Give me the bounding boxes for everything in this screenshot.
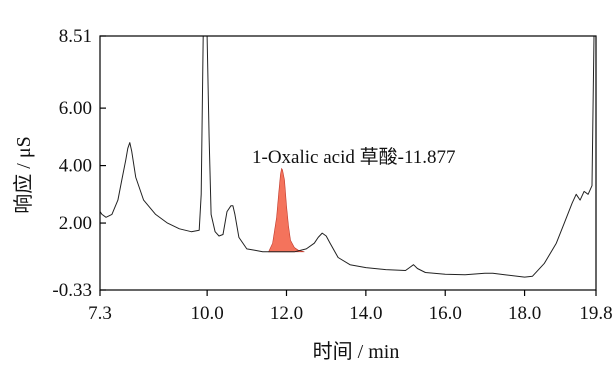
y-tick-label: 8.51 [59,26,92,47]
y-axis-label: 响应 / μS [12,136,35,213]
series-line-0 [99,35,596,278]
x-tick-label: 10.0 [191,303,224,324]
x-tick-label: 12.0 [270,303,303,324]
plot-area [99,35,596,278]
y-tick-label: 2.00 [59,213,92,234]
x-tick-label: 16.0 [429,303,462,324]
x-tick-label: 18.0 [508,303,541,324]
x-tick-label: 14.0 [349,303,382,324]
x-tick-label: 7.3 [88,303,112,324]
y-tick-label: -0.33 [52,280,92,301]
axes [99,35,597,296]
x-tick-label: 19.8 [579,303,612,324]
oxalic-acid-peak-fill [268,167,305,253]
peak-annotation: 1-Oxalic acid 草酸-11.877 [252,146,456,168]
y-tick-label: 4.00 [59,156,92,177]
y-tick-label: 6.00 [59,98,92,119]
tick-labels: 7.3 10.0 12.0 14.0 16.0 18.0 19.8 8.51 6.00 4.00 2… [52,26,612,324]
plot-frame [99,35,597,291]
x-axis-label: 时间 / min [313,340,400,363]
